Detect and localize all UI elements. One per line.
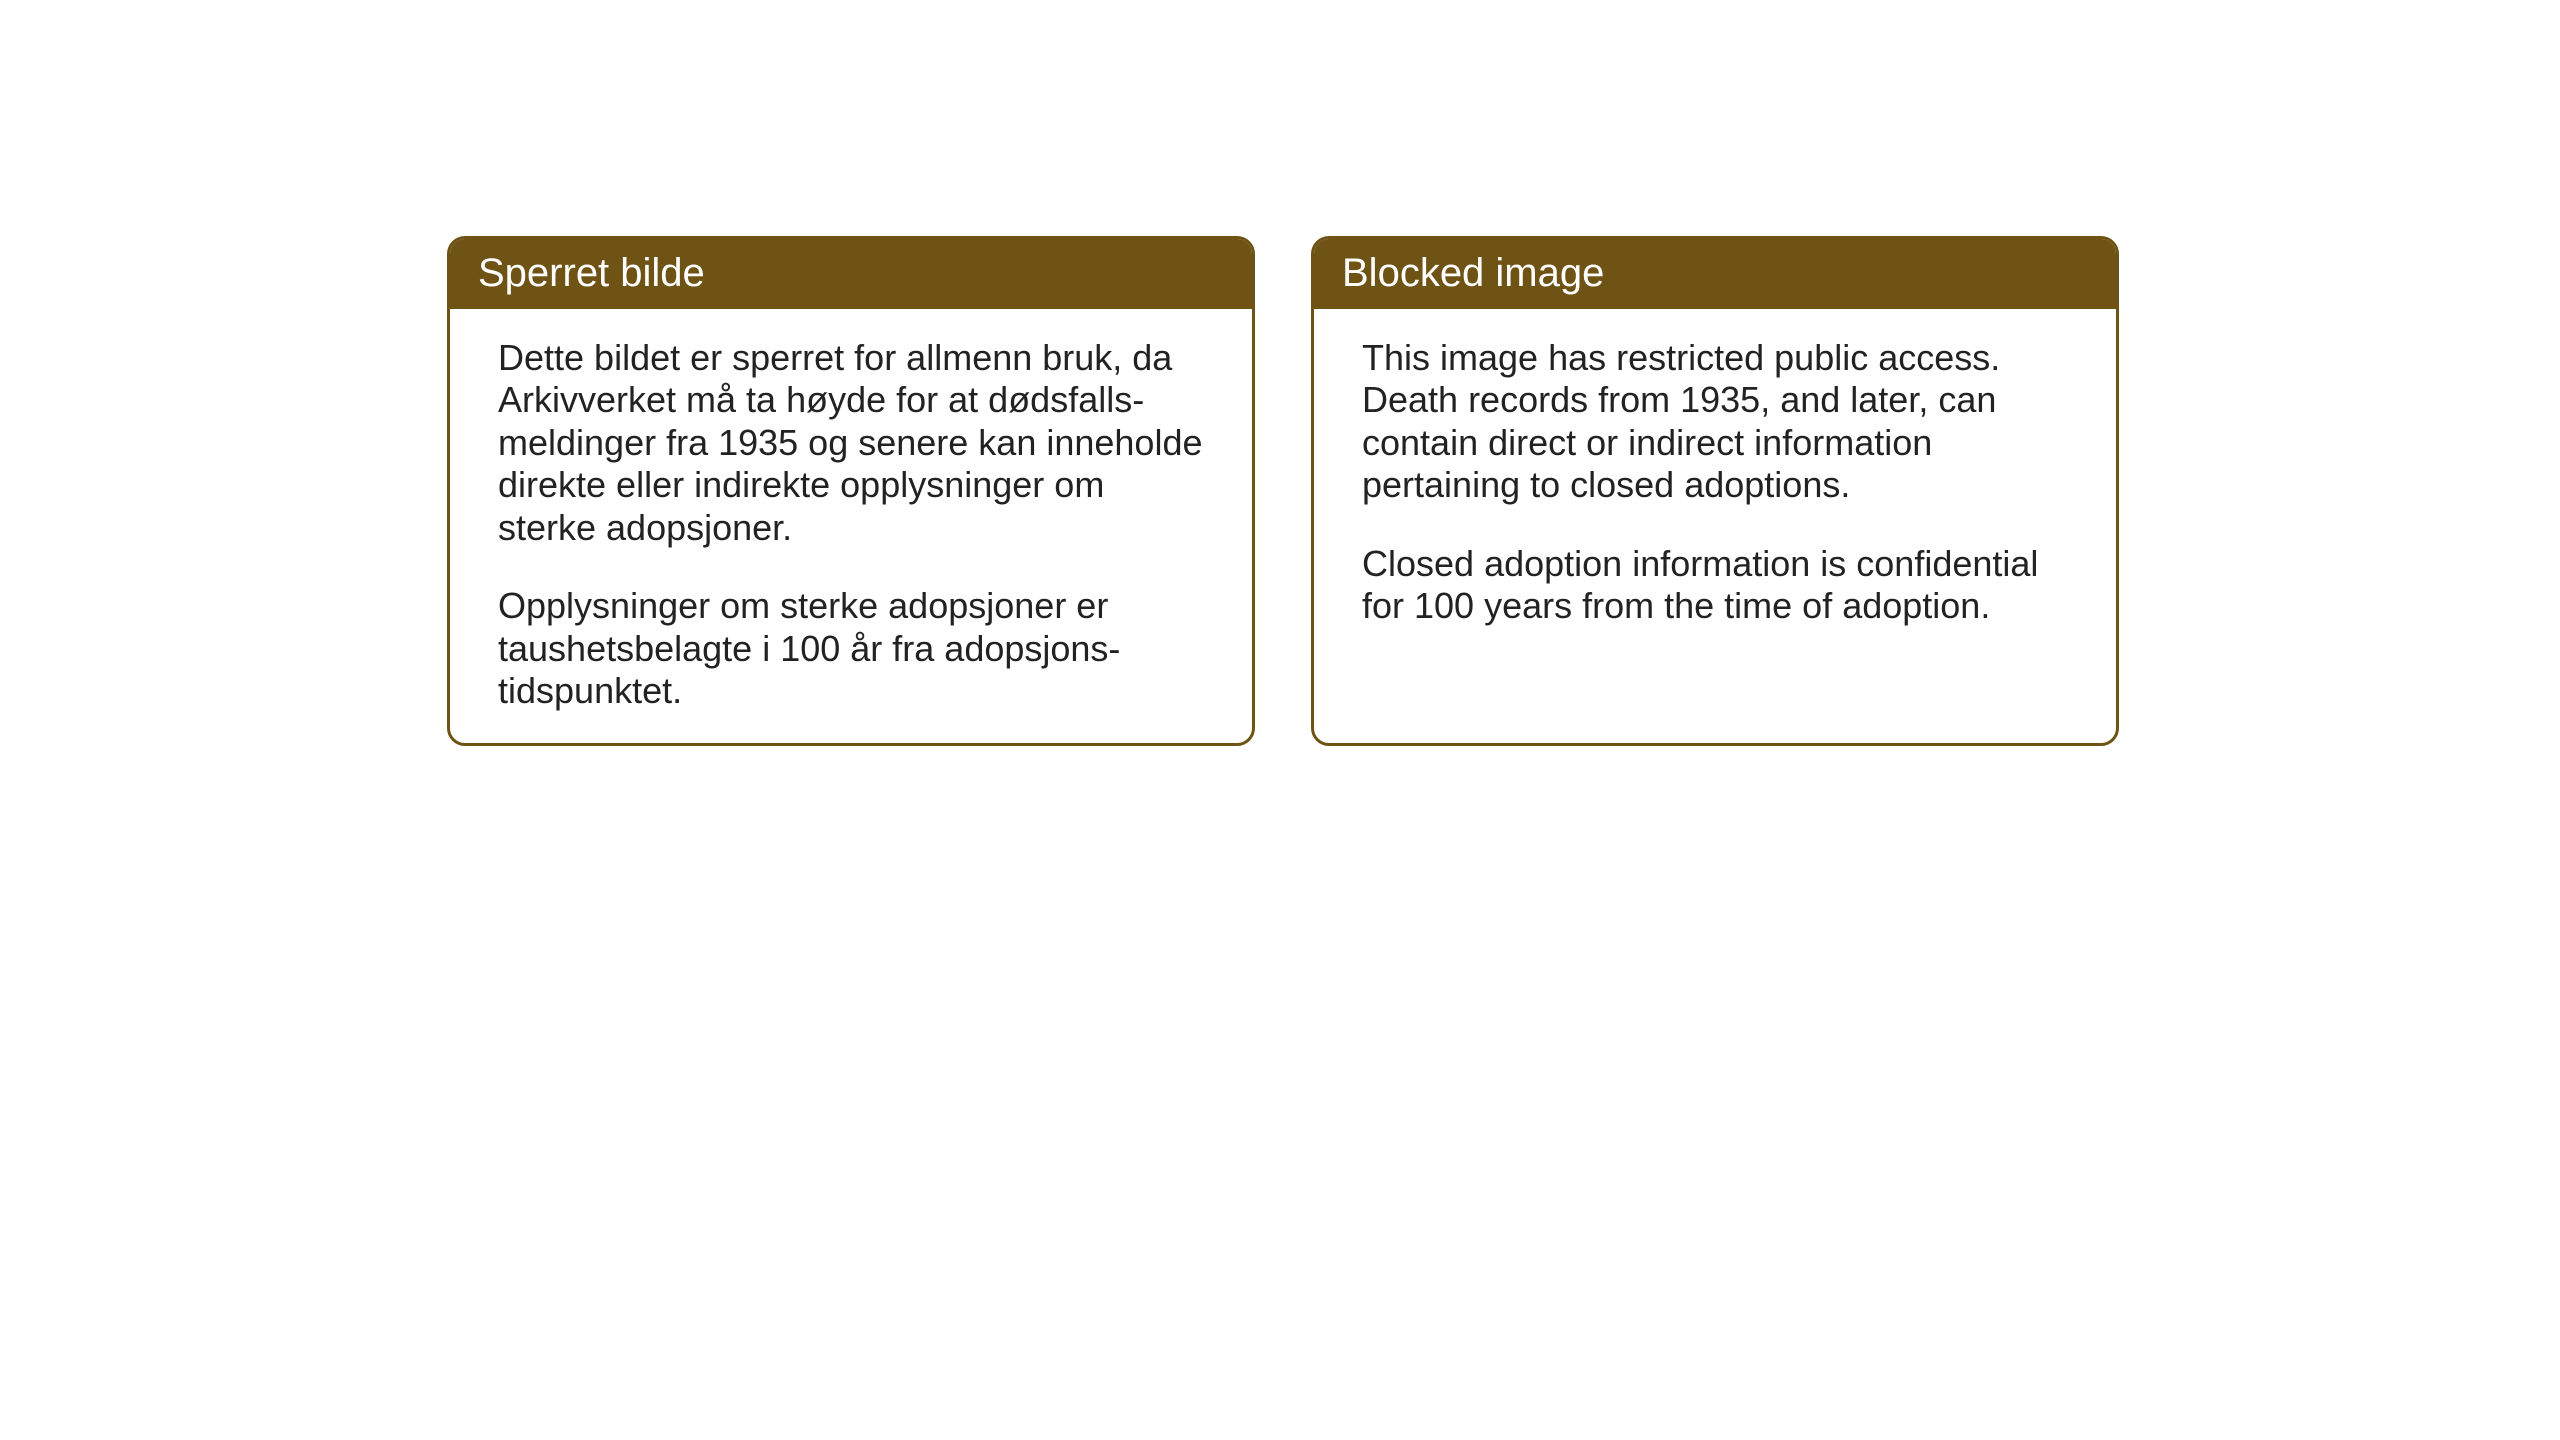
card-container: Sperret bilde Dette bildet er sperret fo… bbox=[447, 236, 2119, 746]
card-paragraph-1-english: This image has restricted public access.… bbox=[1362, 337, 2068, 507]
card-header-english: Blocked image bbox=[1314, 239, 2116, 309]
card-paragraph-1-norwegian: Dette bildet er sperret for allmenn bruk… bbox=[498, 337, 1204, 549]
card-paragraph-2-norwegian: Opplysninger om sterke adopsjoner er tau… bbox=[498, 585, 1204, 712]
blocked-image-card-english: Blocked image This image has restricted … bbox=[1311, 236, 2119, 746]
card-body-norwegian: Dette bildet er sperret for allmenn bruk… bbox=[450, 309, 1252, 741]
card-body-english: This image has restricted public access.… bbox=[1314, 309, 2116, 656]
card-header-norwegian: Sperret bilde bbox=[450, 239, 1252, 309]
blocked-image-card-norwegian: Sperret bilde Dette bildet er sperret fo… bbox=[447, 236, 1255, 746]
card-paragraph-2-english: Closed adoption information is confident… bbox=[1362, 543, 2068, 628]
